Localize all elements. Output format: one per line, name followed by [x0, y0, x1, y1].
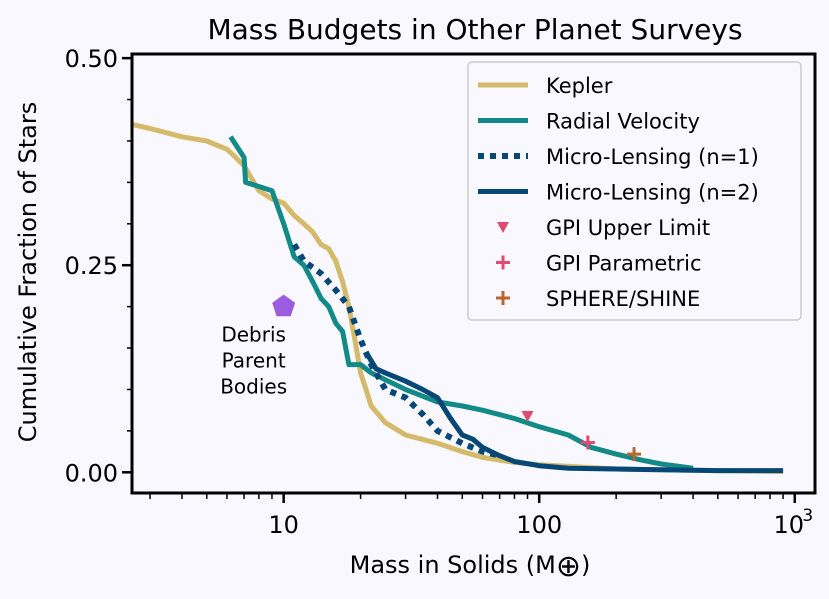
legend-label-sphere-shine: SPHERE/SHINE — [546, 287, 700, 311]
legend-box — [467, 61, 802, 321]
x-tick-label: 10 — [268, 511, 299, 539]
earth-symbol: ⊕ — [556, 549, 581, 584]
annotation-line: Parent — [222, 349, 286, 373]
annotation-line: Bodies — [220, 375, 287, 399]
series-line-micro-lensing-n-2 — [363, 350, 784, 474]
legend: Kepler Radial Velocity Micro-Lensing (n=1)… — [467, 61, 802, 321]
y-axis-label: Cumulative Fraction of Stars — [14, 102, 42, 443]
annotation-line: Debris — [221, 323, 286, 347]
point-gpi-parametric — [580, 435, 595, 450]
x-tick-label: 10 — [773, 511, 804, 539]
points-layer — [521, 410, 642, 462]
legend-handle-sphere-shine — [496, 291, 510, 305]
x-axis-label: Mass in Solids (M⊕) — [350, 549, 591, 584]
legend-label-gpi-parametric: GPI Parametric — [546, 252, 702, 276]
legend-label-micro-lensing-n-1: Micro-Lensing (n=1) — [546, 145, 759, 169]
series-line-micro-lensing-n-1 — [291, 242, 501, 459]
legend-label-micro-lensing-n-2: Micro-Lensing (n=2) — [546, 181, 759, 205]
legend-label-gpi-upper-limit: GPI Upper Limit — [546, 216, 710, 240]
chart-title: Mass Budgets in Other Planet Surveys — [207, 13, 742, 46]
point-gpi-upper-limit — [521, 410, 534, 422]
legend-handle-gpi-upper-limit — [497, 222, 509, 233]
x-tick-label: 100 — [516, 511, 562, 539]
legend-handle-gpi-parametric — [496, 255, 510, 270]
series-line-radial-velocity — [228, 135, 694, 471]
legend-label-kepler: Kepler — [546, 74, 613, 98]
debris-parent-bodies-marker — [272, 294, 296, 317]
series-layer — [131, 121, 784, 474]
y-tick-label: 0.25 — [65, 252, 118, 280]
y-tick-label: 0.00 — [65, 459, 118, 487]
legend-label-radial-velocity: Radial Velocity — [546, 110, 700, 134]
point-sphere-shine — [627, 447, 642, 462]
x-tick-label-exponent: 3 — [802, 506, 813, 526]
y-tick-label: 0.50 — [65, 45, 118, 73]
plot-frame — [130, 52, 817, 495]
